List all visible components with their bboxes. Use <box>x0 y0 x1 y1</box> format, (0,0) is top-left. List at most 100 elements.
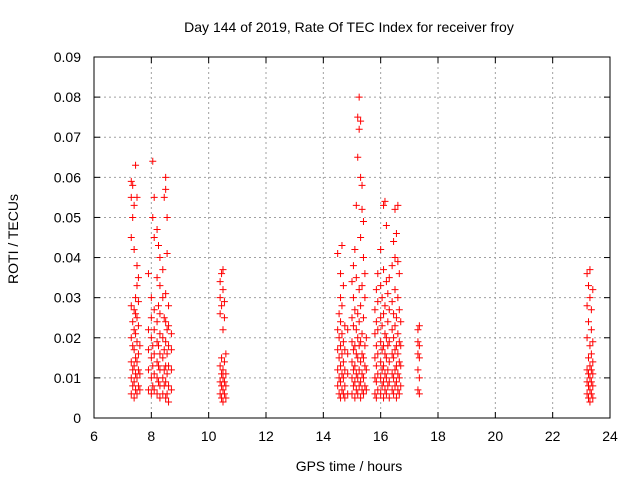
data-point <box>374 386 382 394</box>
data-point <box>335 334 343 342</box>
data-point <box>357 173 365 181</box>
x-tick-label: 18 <box>430 428 446 444</box>
data-point <box>377 338 385 346</box>
data-point <box>337 318 345 326</box>
data-point <box>354 310 362 318</box>
data-point <box>130 201 138 209</box>
data-point <box>136 386 144 394</box>
x-tick-label: 24 <box>602 428 618 444</box>
data-point <box>586 386 594 394</box>
data-point <box>586 374 594 382</box>
data-point <box>388 262 396 270</box>
data-point <box>337 294 345 302</box>
data-point <box>219 386 227 394</box>
data-point <box>357 338 365 346</box>
data-point <box>222 394 230 402</box>
data-point <box>357 394 365 402</box>
data-point <box>397 342 405 350</box>
data-point <box>341 382 349 390</box>
data-point <box>337 378 345 386</box>
data-point <box>377 314 385 322</box>
data-point <box>359 390 367 398</box>
data-point <box>394 330 402 338</box>
data-point <box>144 346 152 354</box>
data-point <box>334 346 342 354</box>
data-point <box>382 221 390 229</box>
data-point <box>372 378 380 386</box>
data-point <box>372 394 380 402</box>
data-point <box>165 362 173 370</box>
data-point <box>362 366 370 374</box>
data-point <box>378 294 386 302</box>
data-point <box>218 270 226 278</box>
data-point <box>338 330 346 338</box>
data-point <box>382 374 390 382</box>
data-point <box>155 378 162 386</box>
data-point <box>390 310 398 318</box>
data-point <box>133 358 141 366</box>
x-tick-label: 8 <box>147 428 155 444</box>
data-point <box>150 326 158 334</box>
data-point <box>377 282 385 290</box>
data-point <box>134 298 142 306</box>
data-point <box>391 322 399 330</box>
data-point <box>392 378 400 386</box>
data-point <box>159 266 167 274</box>
data-point <box>587 350 595 358</box>
data-point <box>162 173 170 181</box>
data-point <box>334 366 342 374</box>
data-point <box>586 294 594 302</box>
data-point <box>587 306 595 314</box>
data-point <box>162 318 170 326</box>
data-point <box>160 314 168 322</box>
data-point <box>219 366 227 374</box>
data-point <box>586 266 594 274</box>
data-point <box>374 298 382 306</box>
data-point <box>371 306 379 314</box>
data-point <box>147 314 155 322</box>
data-point <box>155 342 162 350</box>
data-point <box>589 370 597 378</box>
data-point <box>589 286 597 294</box>
data-point <box>159 334 167 342</box>
data-point <box>415 374 423 382</box>
data-point <box>130 326 138 334</box>
data-point <box>153 274 161 282</box>
data-point <box>150 193 158 201</box>
data-point <box>130 246 138 254</box>
data-point <box>587 378 595 386</box>
data-point <box>391 205 399 213</box>
data-point <box>349 346 357 354</box>
data-point <box>338 242 346 250</box>
data-point <box>390 334 398 342</box>
data-point <box>374 350 382 358</box>
data-point <box>586 342 594 350</box>
data-point <box>382 354 390 362</box>
x-tick-label: 20 <box>488 428 504 444</box>
data-point <box>352 326 360 334</box>
data-point <box>358 370 366 378</box>
data-point <box>153 225 161 233</box>
data-point <box>586 362 594 370</box>
data-point <box>147 334 155 342</box>
data-point <box>384 366 392 374</box>
y-tick-label: 0.07 <box>54 129 81 145</box>
data-point <box>354 153 362 161</box>
data-point <box>165 342 173 350</box>
y-tick-label: 0.02 <box>54 330 81 346</box>
y-tick-label: 0.08 <box>54 89 81 105</box>
data-point <box>133 314 141 322</box>
data-point <box>583 270 591 278</box>
data-point <box>150 370 158 378</box>
data-point <box>385 306 393 314</box>
data-point <box>133 338 141 346</box>
data-point <box>395 358 403 366</box>
data-point <box>394 201 402 209</box>
data-point <box>395 306 403 314</box>
data-point <box>391 366 399 374</box>
data-point <box>129 181 137 189</box>
data-point <box>132 310 140 318</box>
data-point <box>414 350 422 358</box>
data-point <box>129 342 137 350</box>
data-point <box>395 390 403 398</box>
